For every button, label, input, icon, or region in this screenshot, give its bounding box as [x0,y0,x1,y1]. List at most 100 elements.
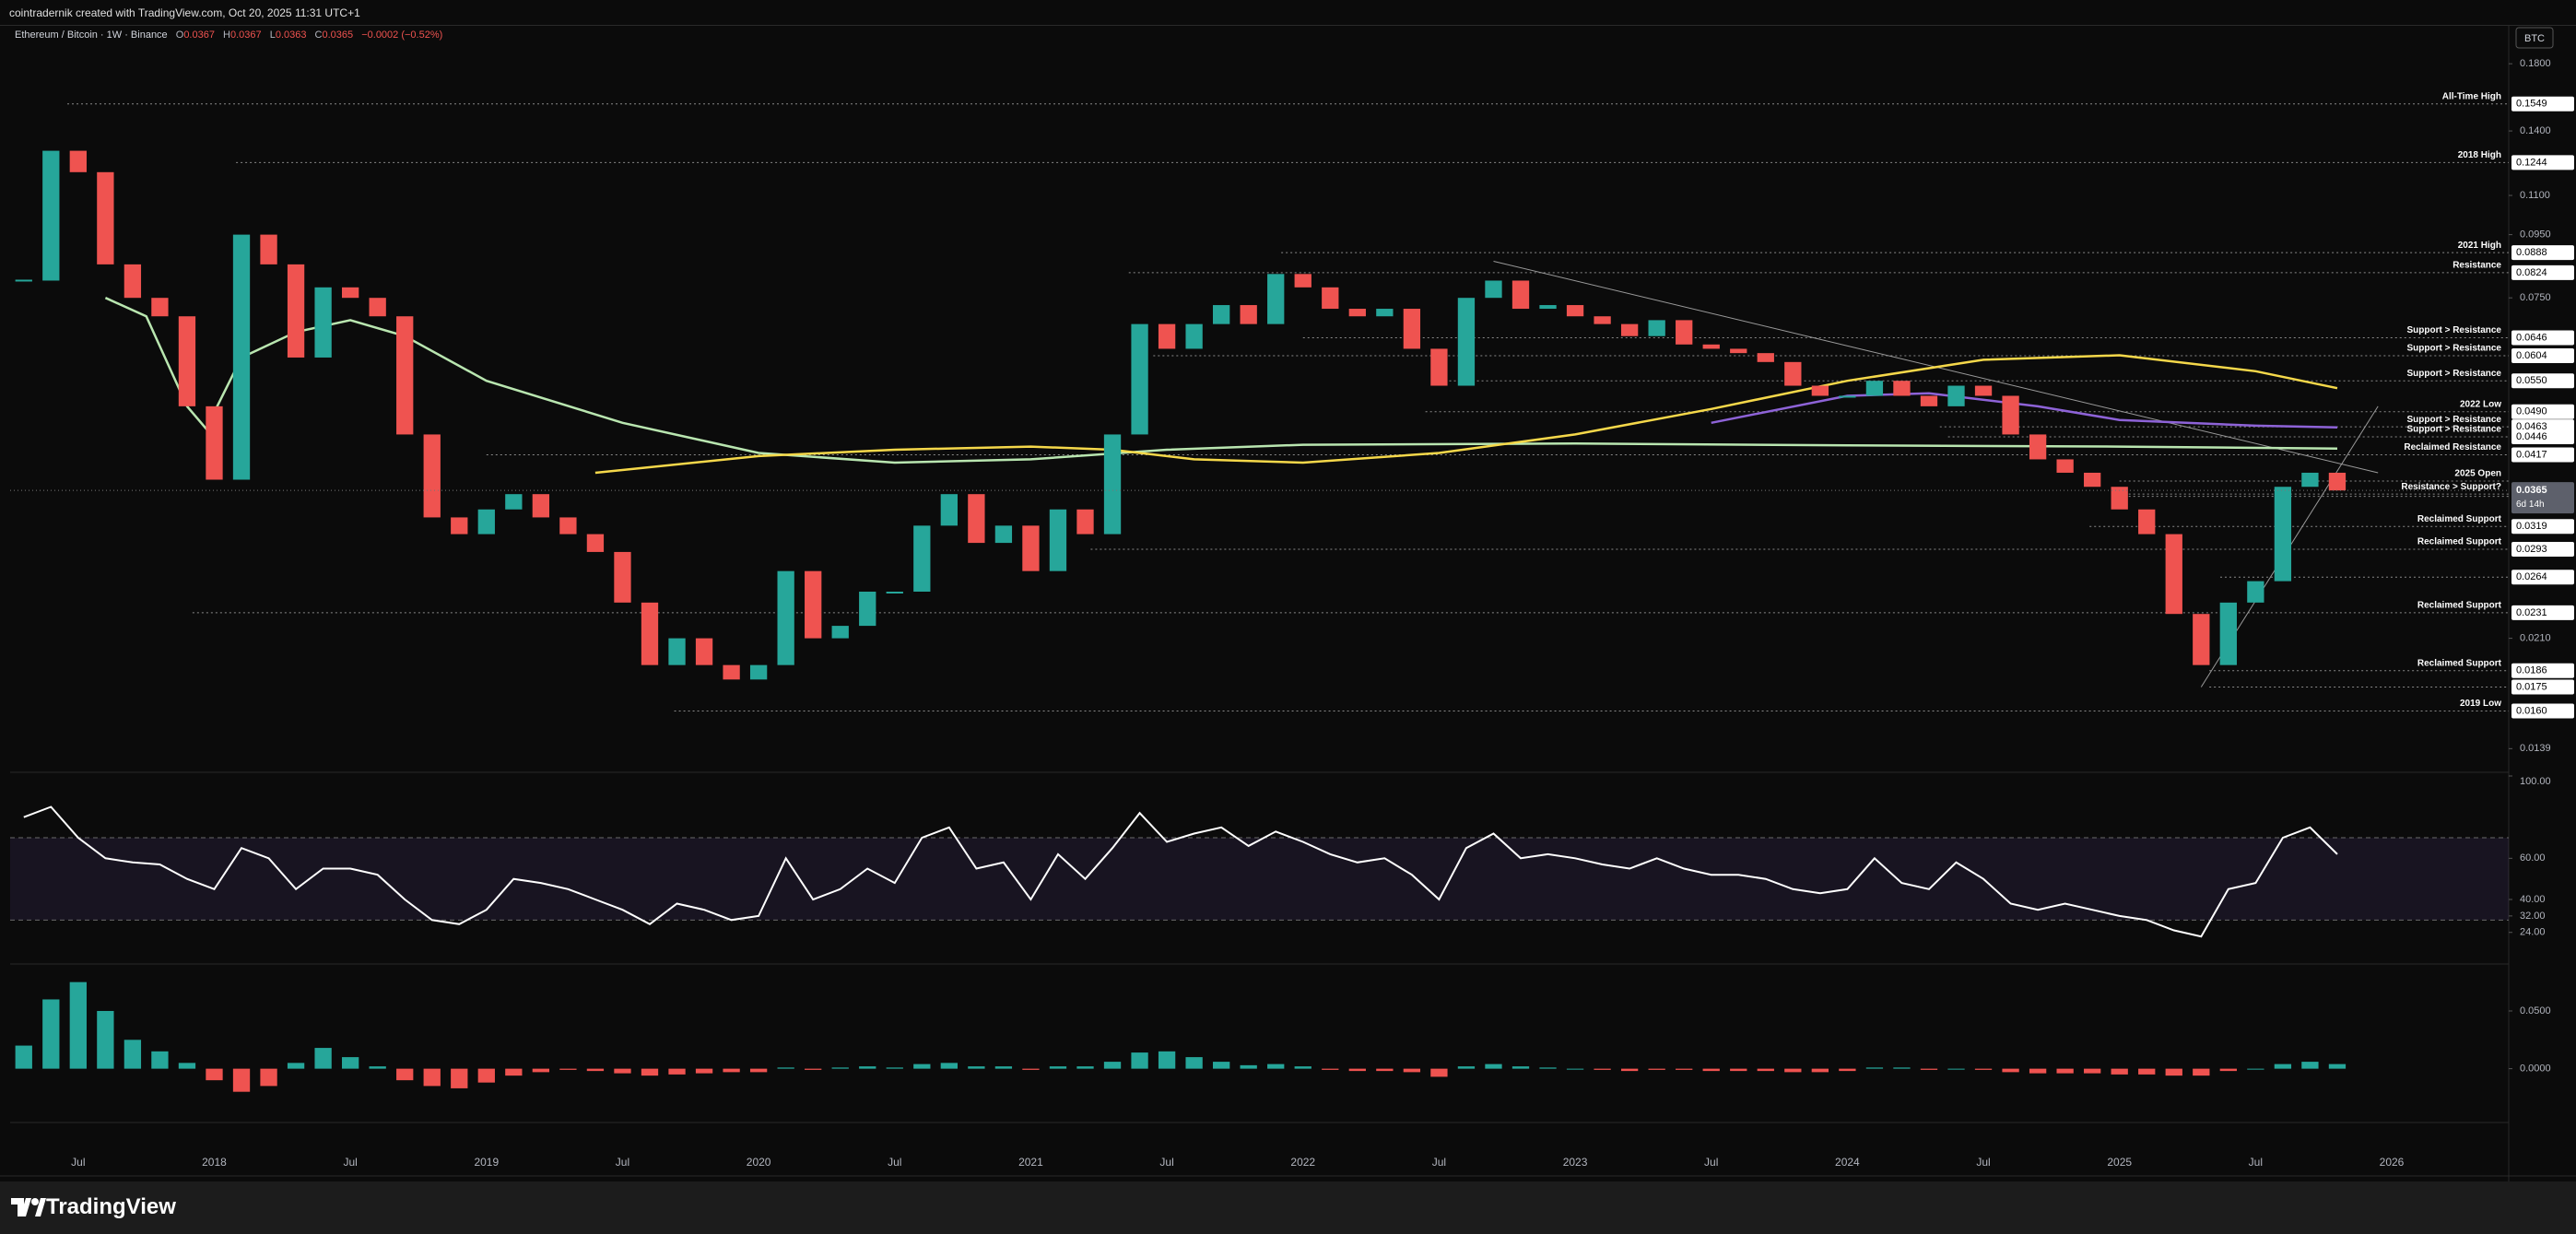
histogram-bar [2165,1068,2182,1076]
level-price-box [2511,330,2574,346]
level-name: Reclaimed Support [2417,658,2502,668]
level-name: All-Time High [2442,91,2501,101]
histogram-bar [1213,1062,1230,1069]
x-tick-label: 2020 [747,1156,771,1169]
histogram-bar [1348,1068,1366,1072]
y-tick-label: 0.1400 [2520,125,2551,136]
low-value: 0.0363 [275,29,307,41]
histogram-bar [831,1067,849,1069]
high-key: H [223,29,230,41]
candle [831,626,849,639]
histogram-bar [913,1064,931,1069]
histogram-bar [1730,1068,1747,1072]
y-tick-label: 100.00 [2520,776,2551,787]
change: −0.0002 (−0.52%) [361,29,443,41]
brand: TradingView [46,1194,176,1219]
level-name: Support > Resistance [2406,325,2501,335]
chart: BTC Jul 2018 Jul 2019 Jul 2020 Jul 2021 Jul 2022 J… [0,26,2576,1181]
candle [1103,434,1122,535]
level-price: 0.1244 [2516,157,2547,168]
close-value: 0.0365 [322,29,354,41]
y-tick-label: 0.1100 [2520,190,2550,201]
histogram-bar [695,1068,713,1074]
open-value: 0.0367 [183,29,215,41]
candle [2193,614,2210,665]
histogram-bar [723,1068,740,1073]
moving-average [594,354,2338,475]
candle [1839,395,1856,398]
level-price-box [2511,245,2574,261]
level-price-box [2511,155,2574,170]
histogram-bar [1511,1066,1530,1069]
level-name: Resistance > Support? [2401,482,2501,492]
level-price: 0.0417 [2516,449,2547,460]
candle [2111,487,2128,510]
histogram-bar [2084,1068,2101,1074]
histogram-bar [2029,1068,2047,1074]
candle [1865,381,1884,396]
x-tick-label: 2019 [474,1156,499,1169]
histogram-bar [1702,1068,1720,1072]
level-name: 2021 High [2458,241,2501,251]
candle [641,602,659,665]
candle [1566,305,1584,317]
background [0,26,2576,1181]
x-tick-label: 2022 [1290,1156,1315,1169]
low-key: L [269,29,276,41]
level-price-box [2511,264,2574,280]
level-name: Reclaimed Support [2417,537,2502,547]
candle [2165,534,2182,615]
histogram-bar [1294,1066,1312,1069]
candle [2138,509,2156,535]
y-tick-label: 0.0950 [2520,229,2551,241]
candle [859,591,876,627]
candle [532,494,550,518]
level-price: 0.0160 [2516,705,2547,716]
level-price-box [2511,541,2574,557]
candle [968,494,985,544]
level-price-box [2511,373,2574,389]
histogram-bar [1267,1064,1285,1069]
histogram-bar [2301,1062,2319,1069]
histogram-bar [1676,1068,1693,1070]
candle [940,494,958,526]
candle [477,509,495,535]
logo-shape [11,1198,31,1216]
histogram-bar [1620,1068,1639,1072]
level-price-box [2511,404,2574,419]
histogram-bar [614,1068,631,1074]
level-price: 0.0550 [2516,375,2547,386]
candle [1376,309,1394,317]
histogram-bar [2111,1068,2128,1075]
candle [559,517,577,535]
histogram-bar [314,1048,332,1069]
histogram-bar [1022,1068,1040,1070]
candle [124,264,142,299]
histogram-bar [505,1068,523,1076]
candle [1485,280,1502,299]
histogram-bar [206,1068,223,1081]
histogram-bar [1403,1068,1421,1073]
candle [614,551,631,603]
y-tick-label: 24.00 [2520,927,2546,938]
histogram-bar [1893,1067,1911,1069]
candle [805,570,822,639]
candle [1730,348,1747,354]
top-bar: cointradernik created with TradingView.c… [0,0,2576,26]
histogram-bar [805,1068,822,1070]
y-tick-label: 0.0000 [2520,1064,2551,1075]
candle [287,264,305,358]
histogram-bar [1485,1064,1502,1069]
x-tick-label: Jul [71,1156,85,1169]
candle [886,591,903,593]
level-price-box [2511,679,2574,695]
candle [723,664,740,680]
level-price: 0.0888 [2516,247,2547,258]
candle [2056,459,2074,473]
candle [423,434,441,518]
histogram-bar [586,1068,605,1072]
candle [913,525,931,592]
candle [2328,472,2347,491]
candle [2029,434,2047,460]
